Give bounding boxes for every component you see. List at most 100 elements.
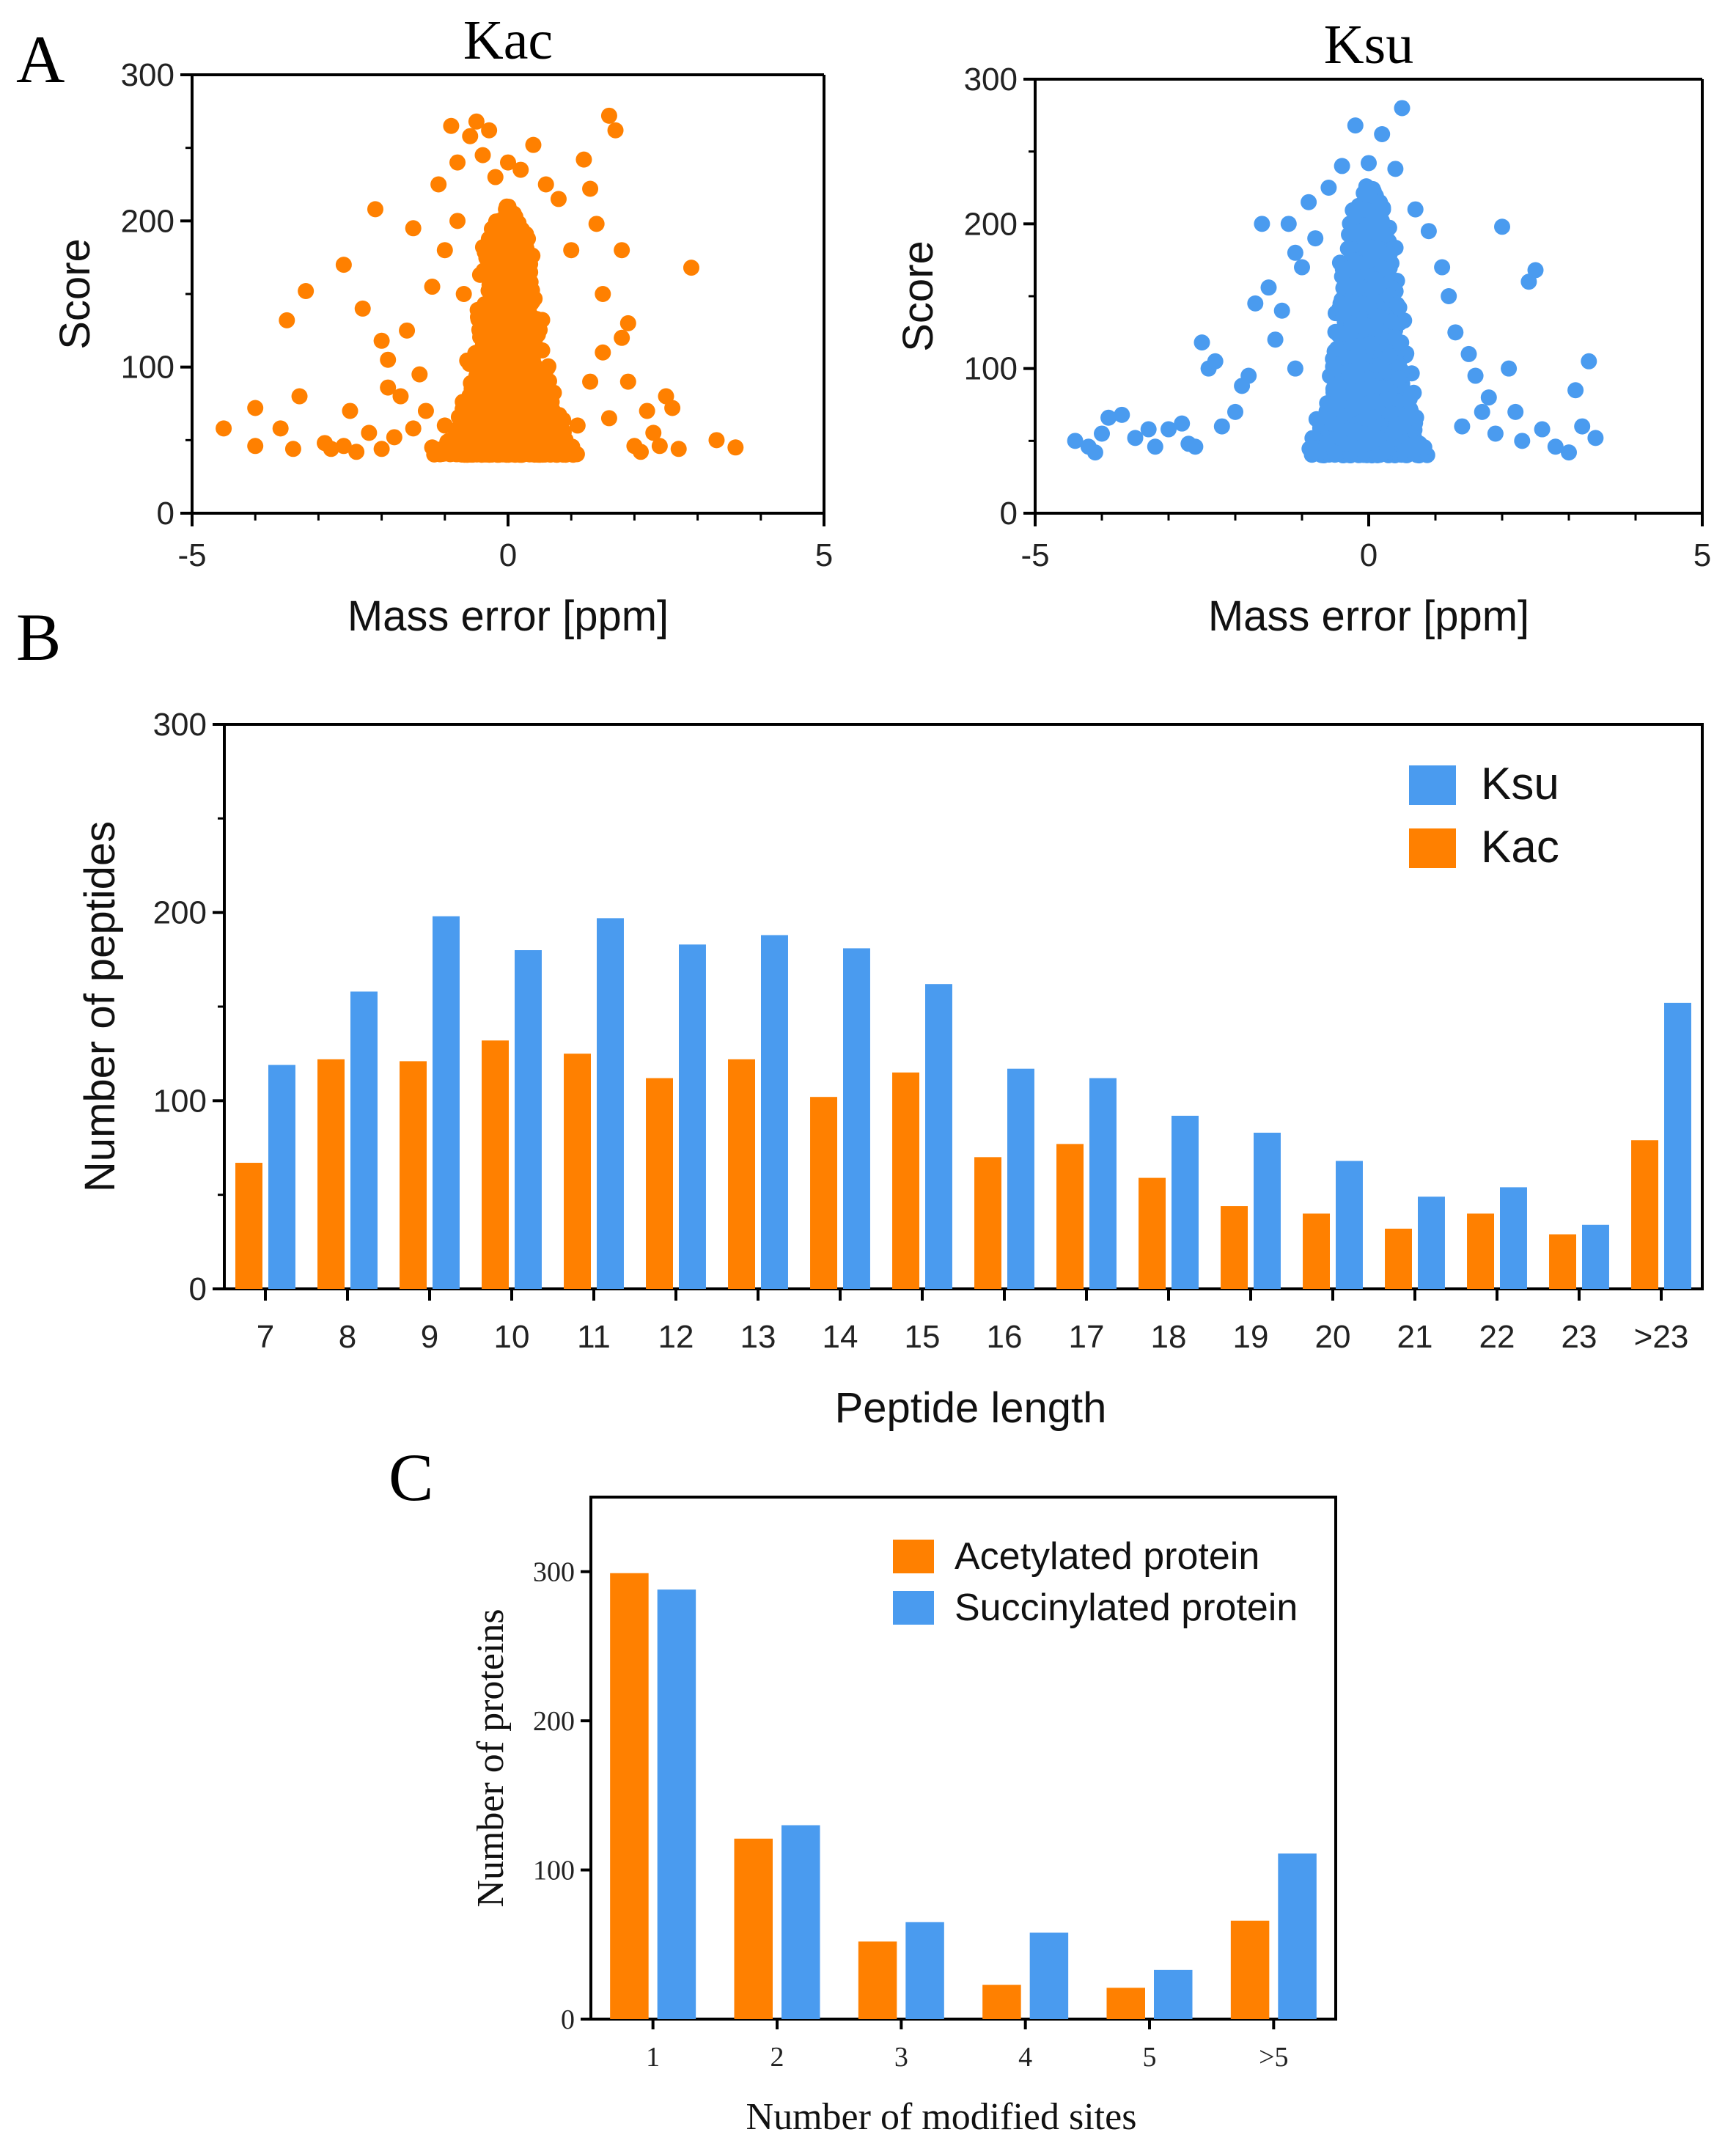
data-point-core: [1330, 394, 1347, 411]
data-point: [1067, 433, 1084, 449]
point-group: [216, 107, 744, 463]
data-point: [1254, 216, 1270, 232]
data-point-core: [477, 295, 493, 312]
data-point-core: [532, 398, 548, 415]
data-point: [1467, 367, 1484, 384]
bar-ksu: [350, 991, 378, 1289]
bar-acetylated: [1230, 1920, 1270, 2019]
panel-letter-b: B: [16, 600, 61, 674]
y-tick-label: 100: [121, 350, 174, 386]
data-point: [607, 122, 624, 139]
legend-swatch-kac: [1409, 828, 1456, 868]
data-point: [279, 312, 295, 328]
point-group: [1067, 100, 1604, 464]
x-tick-label: 9: [421, 1319, 438, 1355]
bar-ksu: [925, 984, 952, 1289]
data-point: [569, 417, 586, 434]
data-point: [399, 322, 416, 339]
data-point: [1361, 155, 1377, 172]
data-point-core: [1372, 194, 1389, 210]
data-point-core: [460, 433, 477, 450]
data-point: [373, 441, 390, 457]
bar-kac: [1221, 1206, 1248, 1289]
bar-succinylated: [1154, 1969, 1193, 2019]
data-point: [1280, 216, 1297, 232]
data-point: [1501, 360, 1518, 377]
data-point-core: [500, 236, 517, 253]
data-point-core: [497, 207, 514, 224]
bar-succinylated: [1278, 1853, 1317, 2019]
y-tick-label: 0: [189, 1271, 207, 1307]
data-point-core: [555, 445, 572, 462]
bar-acetylated: [982, 1985, 1021, 2019]
bar-ksu: [1418, 1197, 1445, 1289]
data-point: [1094, 425, 1110, 442]
bar-kac: [892, 1072, 919, 1289]
data-point: [1507, 403, 1524, 420]
bar-ksu: [1172, 1115, 1199, 1289]
bar-ksu: [515, 950, 542, 1289]
y-tick-label: 300: [964, 62, 1018, 98]
data-point-core: [521, 378, 537, 394]
data-point: [1247, 295, 1264, 312]
x-tick-label: 0: [499, 537, 517, 573]
data-point: [582, 180, 599, 197]
data-point-core: [1332, 295, 1349, 312]
data-point-core: [1372, 276, 1389, 293]
data-point: [462, 128, 479, 144]
x-tick-label: 12: [658, 1319, 694, 1355]
bar-ksu: [268, 1065, 295, 1289]
data-point-core: [1326, 444, 1343, 461]
bar-kac: [564, 1054, 591, 1289]
x-tick-label: 0: [1360, 537, 1378, 573]
data-point: [323, 441, 339, 457]
data-point: [436, 242, 453, 259]
data-point-core: [1359, 213, 1376, 230]
bar-kac: [400, 1061, 427, 1289]
legend-swatch-acetylated: [893, 1540, 934, 1573]
data-point: [1140, 421, 1157, 438]
y-tick-label: 300: [121, 57, 174, 93]
data-point: [1534, 421, 1551, 438]
data-point: [380, 351, 397, 368]
data-point-core: [523, 248, 540, 265]
data-point-core: [1324, 416, 1341, 433]
data-point: [1441, 288, 1457, 304]
x-tick-label: 16: [987, 1319, 1023, 1355]
data-point-core: [477, 350, 494, 367]
y-tick-label: 200: [121, 203, 174, 239]
data-point-core: [1353, 227, 1369, 243]
bar-kac: [1385, 1228, 1412, 1289]
data-point-core: [491, 260, 508, 277]
bar-acetylated: [1106, 1988, 1145, 2019]
data-point: [1127, 430, 1144, 446]
x-tick-label: >5: [1259, 2042, 1288, 2073]
data-point: [1307, 230, 1324, 247]
data-point-core: [1381, 348, 1398, 364]
data-point: [670, 441, 687, 457]
x-tick-label: 17: [1069, 1319, 1105, 1355]
x-tick-label: 22: [1479, 1319, 1515, 1355]
data-point: [405, 420, 422, 437]
bar-ksu: [1336, 1161, 1363, 1289]
data-point: [1407, 201, 1424, 218]
data-point: [284, 441, 301, 457]
data-point-core: [522, 295, 539, 312]
x-tick-label: 4: [1018, 2042, 1032, 2073]
data-point: [354, 300, 371, 317]
y-tick-label: 300: [533, 1557, 575, 1588]
data-point: [1194, 334, 1210, 351]
x-tick-label: 8: [339, 1319, 356, 1355]
data-point: [1494, 218, 1510, 235]
data-point-core: [544, 437, 561, 454]
data-point: [474, 147, 491, 163]
bar-ksu: [761, 935, 788, 1289]
x-tick-label: 1: [646, 2042, 660, 2073]
data-point-core: [493, 388, 510, 405]
data-point: [1374, 125, 1391, 142]
data-point: [1487, 425, 1504, 442]
plot-frame: [589, 1496, 1337, 2021]
data-point: [1287, 360, 1303, 377]
data-point: [443, 117, 460, 134]
y-tick-label: 200: [533, 1706, 575, 1737]
